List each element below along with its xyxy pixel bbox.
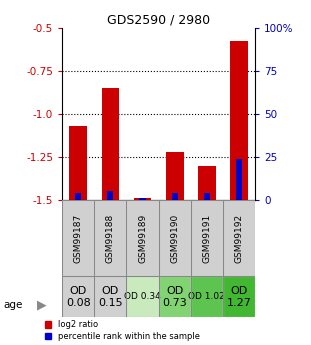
Bar bbox=[107, 191, 114, 200]
Bar bbox=[75, 193, 81, 200]
Text: age: age bbox=[3, 300, 22, 310]
Bar bbox=[191, 200, 223, 276]
Bar bbox=[69, 126, 87, 200]
Text: OD
0.08: OD 0.08 bbox=[66, 286, 91, 307]
Text: GSM99189: GSM99189 bbox=[138, 214, 147, 263]
Text: GSM99191: GSM99191 bbox=[202, 214, 211, 263]
Text: GSM99190: GSM99190 bbox=[170, 214, 179, 263]
Bar bbox=[127, 276, 159, 317]
Text: GSM99188: GSM99188 bbox=[106, 214, 115, 263]
Bar bbox=[62, 200, 94, 276]
Text: GSM99192: GSM99192 bbox=[234, 214, 244, 263]
Bar bbox=[134, 198, 151, 200]
Bar bbox=[94, 276, 127, 317]
Bar bbox=[223, 276, 255, 317]
Text: OD 0.34: OD 0.34 bbox=[124, 292, 161, 301]
Text: OD
1.27: OD 1.27 bbox=[226, 286, 251, 307]
Text: ▶: ▶ bbox=[37, 299, 47, 312]
Bar bbox=[172, 193, 178, 200]
Title: GDS2590 / 2980: GDS2590 / 2980 bbox=[107, 13, 210, 27]
Text: OD
0.73: OD 0.73 bbox=[162, 286, 187, 307]
Bar bbox=[230, 41, 248, 200]
Bar bbox=[191, 276, 223, 317]
Bar bbox=[159, 200, 191, 276]
Bar bbox=[236, 159, 242, 200]
Bar bbox=[102, 88, 119, 200]
Bar bbox=[223, 200, 255, 276]
Bar bbox=[166, 152, 183, 200]
Text: OD
0.15: OD 0.15 bbox=[98, 286, 123, 307]
Text: OD 1.02: OD 1.02 bbox=[188, 292, 225, 301]
Bar bbox=[204, 193, 210, 200]
Bar bbox=[198, 166, 216, 200]
Bar bbox=[139, 198, 146, 200]
Bar bbox=[127, 200, 159, 276]
Text: GSM99187: GSM99187 bbox=[74, 214, 83, 263]
Bar bbox=[159, 276, 191, 317]
Bar bbox=[94, 200, 127, 276]
Bar bbox=[62, 276, 94, 317]
Legend: log2 ratio, percentile rank within the sample: log2 ratio, percentile rank within the s… bbox=[44, 321, 200, 341]
